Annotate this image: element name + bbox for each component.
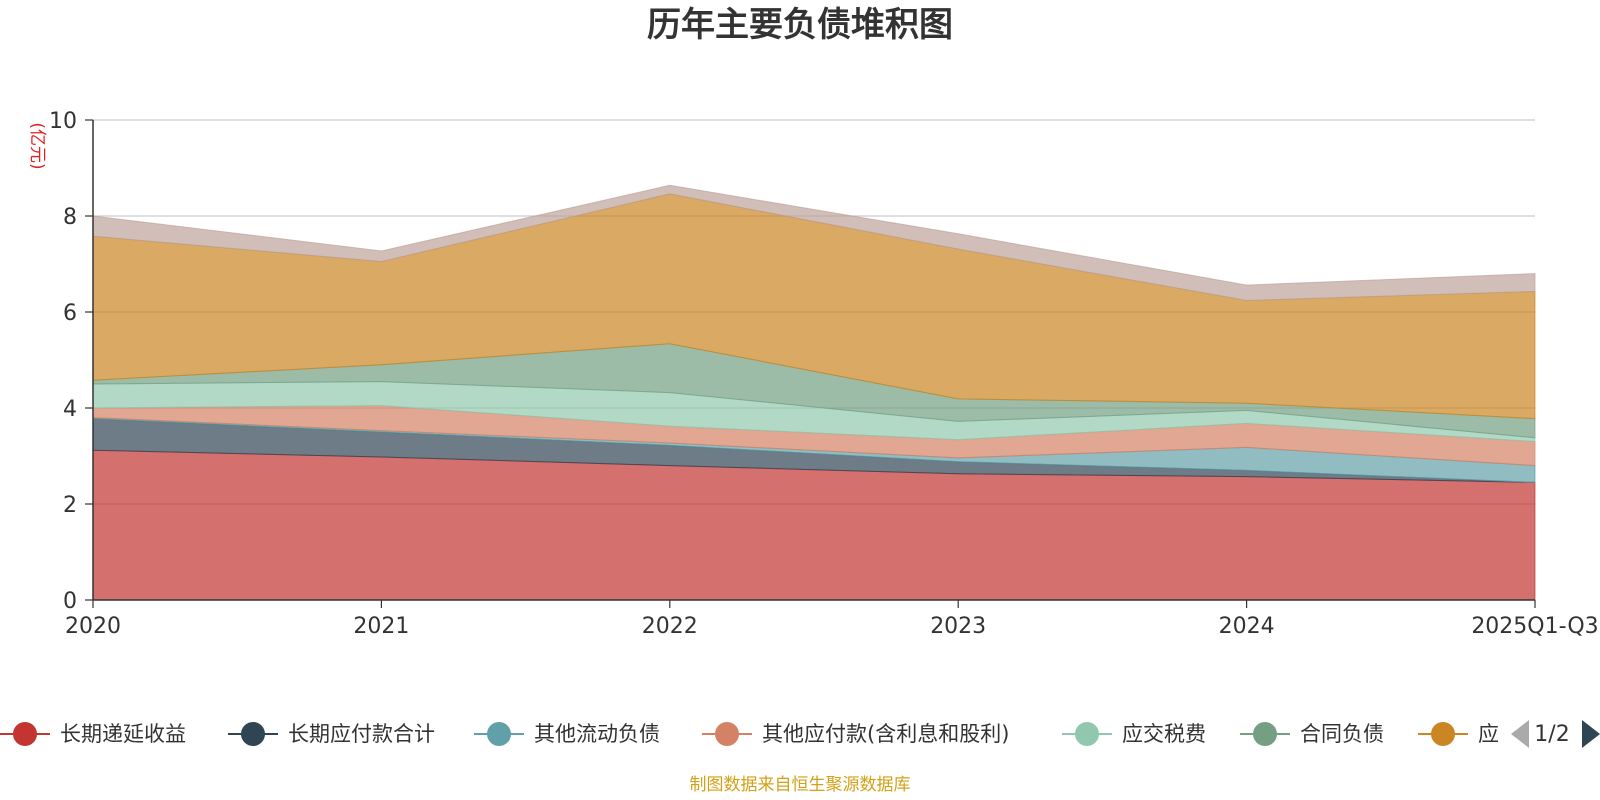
legend-prev-page-icon[interactable]: [1511, 720, 1529, 748]
legend-next-page-icon[interactable]: [1582, 720, 1600, 748]
axes: 0 2 4 6 8 10 2020 2021 2022 2023 2024 2025Q1-Q3: [49, 109, 1599, 639]
chart-title: 历年主要负债堆积图: [647, 5, 953, 45]
legend-pager: 1/2: [1511, 720, 1600, 748]
legend-item[interactable]: 长期应付款合计: [228, 722, 435, 746]
legend-circle-marker: [1075, 722, 1099, 746]
x-tick-label: 2022: [642, 614, 698, 639]
x-tick-label: 2024: [1219, 614, 1275, 639]
legend-item[interactable]: 其他应付款(含利息和股利): [702, 722, 1009, 746]
y-tick-label: 6: [63, 301, 77, 326]
x-tick-label: 2021: [353, 614, 409, 639]
legend-label: 应: [1478, 722, 1499, 746]
legend-circle-marker: [1431, 722, 1455, 746]
legend-circle-marker: [241, 722, 265, 746]
x-tick-label: 2025Q1-Q3: [1471, 614, 1598, 639]
legend-item[interactable]: 合同负债: [1240, 722, 1384, 746]
legend-circle-marker: [715, 722, 739, 746]
legend-label: 应交税费: [1122, 722, 1206, 746]
y-tick-label: 4: [63, 397, 77, 422]
y-tick-label: 2: [63, 493, 77, 518]
y-tick-label: 10: [49, 109, 77, 134]
data-source-note: 制图数据来自恒生聚源数据库: [690, 775, 911, 795]
area-series-7: [92, 184, 1536, 302]
legend-circle-marker: [1253, 722, 1277, 746]
y-tick-label: 8: [63, 205, 77, 230]
legend-item[interactable]: 其他流动负债: [474, 722, 660, 746]
legend-label: 长期应付款合计: [288, 722, 435, 746]
x-tick-label: 2020: [65, 614, 121, 639]
legend-label: 合同负债: [1300, 722, 1384, 746]
y-axis-unit-label: (亿元): [27, 122, 47, 169]
legend-label: 长期递延收益: [60, 722, 186, 746]
legend-circle-marker: [13, 722, 37, 746]
legend-label: 其他应付款(含利息和股利): [762, 722, 1009, 746]
y-tick-label: 0: [63, 589, 77, 614]
legend-circle-marker: [487, 722, 511, 746]
legend-item[interactable]: 应: [1418, 722, 1499, 746]
x-tick-label: 2023: [930, 614, 986, 639]
legend-item[interactable]: 应交税费: [1062, 722, 1206, 746]
legend-item[interactable]: 长期递延收益: [0, 722, 186, 746]
legend: 长期递延收益 长期应付款合计 其他流动负债 其他应付款(含利息和股利) 应交税费 合同负债…: [0, 722, 1499, 746]
legend-label: 其他流动负债: [534, 722, 660, 746]
stacked-areas: [92, 184, 1536, 601]
legend-page-indicator: 1/2: [1534, 722, 1569, 747]
